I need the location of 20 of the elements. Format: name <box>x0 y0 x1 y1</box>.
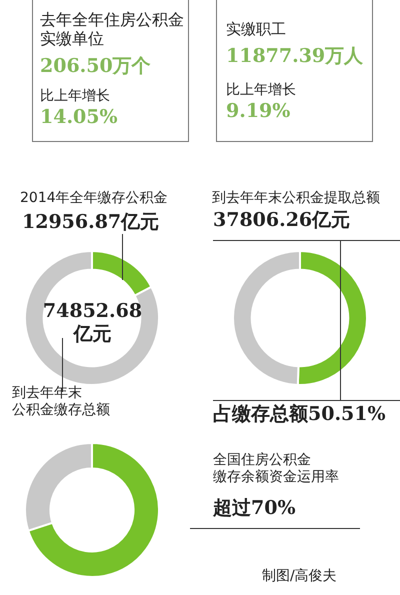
text: 74852.68亿元 <box>42 300 144 346</box>
text: 去年全年住房公积金实缴单位 <box>40 10 185 48</box>
text: 12956.87亿元 <box>22 211 160 234</box>
text: 公积金缴存总额 <box>12 402 111 419</box>
text: 206.50万个 <box>40 55 152 78</box>
text: 全国住房公积金 <box>213 452 312 469</box>
text: 11877.39万人 <box>226 45 364 68</box>
text: 占缴存总额50.51% <box>213 403 387 426</box>
text: 37806.26亿元 <box>213 209 352 232</box>
text: 实缴职工 <box>226 20 287 38</box>
text: 比上年增长 <box>226 82 297 99</box>
text: 到去年年末 <box>12 385 83 402</box>
text: 超过70% <box>213 497 296 520</box>
text: 14.05% <box>40 106 119 129</box>
chart-title: 到去年年末公积金提取总额 <box>212 190 381 207</box>
text: 制图/高俊夫 <box>262 568 338 585</box>
text: 9.19% <box>226 100 292 123</box>
text: 比上年增长 <box>40 88 111 105</box>
text: 缴存余额资金运用率 <box>213 469 340 486</box>
chart-title: 2014年全年缴存公积金 <box>20 190 169 207</box>
